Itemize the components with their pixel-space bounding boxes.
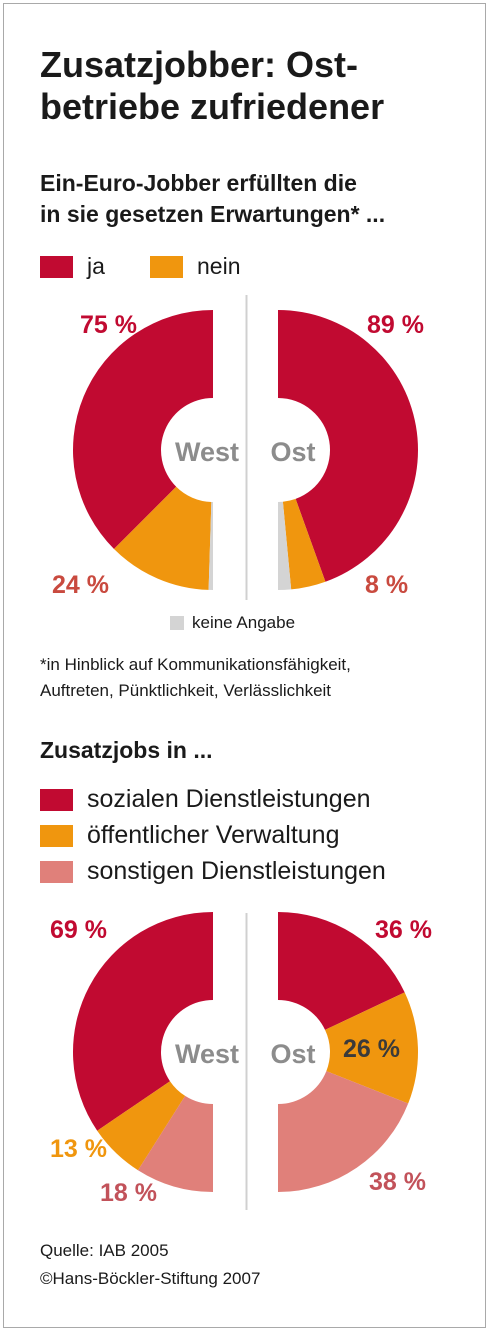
- donut-chart-2: West 69 % 13 % 18 % Ost 36 % 26 % 38 %: [50, 912, 432, 1210]
- legend-swatch-keine-angabe: [170, 616, 184, 630]
- copyright-text: ©Hans-Böckler-Stiftung 2007: [40, 1269, 261, 1288]
- legend-swatch-ja: [40, 255, 73, 278]
- legend-label-sozial: sozialen Dienstleistungen: [87, 785, 371, 813]
- slice-west-oeffentlicher-verwaltung: [97, 1081, 186, 1171]
- slice-west-nein: [114, 486, 212, 590]
- legend-label-nein: nein: [197, 253, 241, 279]
- slice-ost-nein: [282, 498, 326, 590]
- legend-label-sonstige: sonstigen Dienstleistungen: [87, 857, 386, 885]
- slice-west-sonstigen-dienstleistungen: [137, 1095, 213, 1192]
- main-title: Zusatzjobber: Ost- betriebe zufriedener: [40, 44, 480, 128]
- title-line-2: betriebe zufriedener: [40, 86, 385, 127]
- value-label-west-sonstigen-dienstleistungen: 18 %: [100, 1179, 157, 1207]
- legend-label-ja: ja: [87, 253, 105, 279]
- legend-swatch-sonstige: [40, 860, 73, 883]
- legend-label-keine-angabe: keine Angabe: [192, 613, 296, 632]
- donut-chart-1: West 75 % 24 % Ost 89 % 8 %: [52, 295, 424, 600]
- slice-west-keine-angabe: [208, 501, 213, 590]
- value-label-west-nein: 24 %: [52, 571, 109, 599]
- slice-west-ja: [72, 310, 213, 549]
- source-block: Quelle: IAB 2005 ©Hans-Böckler-Stiftung …: [40, 1237, 260, 1293]
- legend-swatch-sozial: [40, 788, 73, 811]
- slice-ost-sozialen-dienstleistungen: [278, 912, 405, 1030]
- section2-heading: Zusatzjobs in ...: [40, 737, 213, 763]
- value-label-ost-sonstigen-dienstleistungen: 38 %: [369, 1168, 426, 1196]
- footnote-line-1: *in Hinblick auf Kommunikationsfähigkeit…: [40, 655, 351, 674]
- title-line-1: Zusatzjobber: Ost-: [40, 44, 359, 85]
- legend-item-nein: nein: [150, 253, 240, 280]
- graphic-frame: [3, 3, 486, 1328]
- subtitle-line-1: Ein-Euro-Jobber erfüllten die: [40, 170, 357, 196]
- slice-ost-ja: [278, 310, 419, 582]
- slice-ost-oeffentlicher-verwaltung: [325, 992, 418, 1104]
- legend-swatch-verwaltung: [40, 824, 73, 847]
- legend-swatch-nein: [150, 255, 183, 278]
- footnote-line-2: Auftreten, Pünktlichkeit, Verlässlichkei…: [40, 681, 332, 700]
- value-label-west-ja: 75 %: [80, 311, 137, 339]
- legend-item-verwaltung: öffentlicher Verwaltung: [40, 821, 339, 850]
- slice-west-sozialen-dienstleistungen: [72, 912, 213, 1131]
- value-label-ost-ja: 89 %: [367, 311, 424, 339]
- center-label-west: West: [175, 1039, 239, 1069]
- value-label-ost-nein: 8 %: [365, 571, 408, 599]
- slice-ost-keine-angabe: [278, 501, 292, 590]
- legend-item-ja: ja: [40, 253, 105, 280]
- center-label-ost: Ost: [270, 1039, 315, 1069]
- center-label-ost: Ost: [270, 437, 315, 467]
- legend-item-sozial: sozialen Dienstleistungen: [40, 785, 371, 814]
- value-label-west-oeffentlicher-verwaltung: 13 %: [50, 1135, 107, 1163]
- footnote: *in Hinblick auf Kommunikationsfähigkeit…: [40, 652, 480, 704]
- center-label-west: West: [175, 437, 239, 467]
- section1-subtitle: Ein-Euro-Jobber erfüllten die in sie ges…: [40, 168, 480, 230]
- legend-item-keine-angabe: keine Angabe: [170, 613, 295, 633]
- value-label-west-sozialen-dienstleistungen: 69 %: [50, 916, 107, 944]
- source-text: Quelle: IAB 2005: [40, 1241, 169, 1260]
- legend-item-sonstige: sonstigen Dienstleistungen: [40, 857, 386, 886]
- subtitle-line-2: in sie gesetzen Erwartungen* ...: [40, 201, 386, 227]
- value-label-ost-oeffentlicher-verwaltung: 26 %: [343, 1035, 400, 1063]
- value-label-ost-sozialen-dienstleistungen: 36 %: [375, 916, 432, 944]
- slice-ost-sonstigen-dienstleistungen: [278, 1071, 409, 1192]
- legend-label-verwaltung: öffentlicher Verwaltung: [87, 821, 340, 849]
